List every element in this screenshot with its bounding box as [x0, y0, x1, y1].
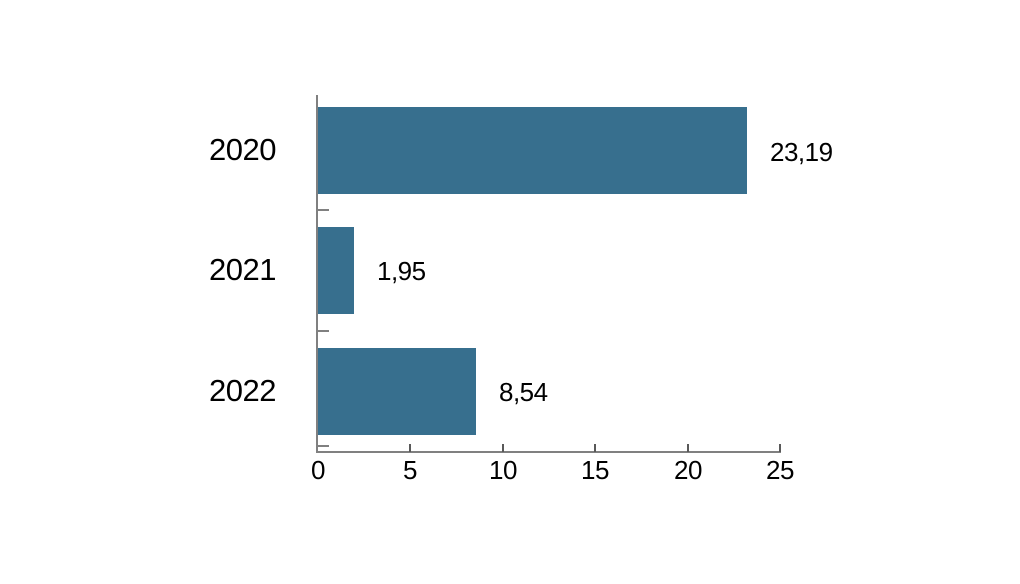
- value-label: 23,19: [770, 137, 833, 167]
- x-axis-tick: [409, 444, 411, 452]
- value-label: 8,54: [499, 377, 548, 407]
- x-axis-tick: [594, 444, 596, 452]
- category-boundary-tick: [318, 445, 329, 447]
- x-axis-tick: [779, 444, 781, 452]
- x-axis-tick-label: 25: [766, 455, 794, 485]
- x-axis-tick-label: 0: [311, 455, 325, 485]
- x-axis-tick: [502, 444, 504, 452]
- category-label-2021: 2021: [209, 252, 276, 287]
- category-boundary-tick: [318, 330, 329, 332]
- x-axis-tick-label: 15: [581, 455, 609, 485]
- x-axis-tick-label: 10: [489, 455, 517, 485]
- bar: [318, 227, 354, 314]
- bar: [318, 348, 476, 435]
- y-axis-line: [316, 95, 318, 452]
- value-label: 1,95: [377, 256, 426, 286]
- category-boundary-tick: [318, 209, 329, 211]
- x-axis-tick-label: 20: [674, 455, 702, 485]
- x-axis-line: [316, 451, 781, 453]
- x-axis-tick-label: 5: [403, 455, 417, 485]
- category-label-2022: 2022: [209, 373, 276, 408]
- x-axis-tick: [687, 444, 689, 452]
- bar: [318, 107, 747, 194]
- category-label-2020: 2020: [209, 132, 276, 167]
